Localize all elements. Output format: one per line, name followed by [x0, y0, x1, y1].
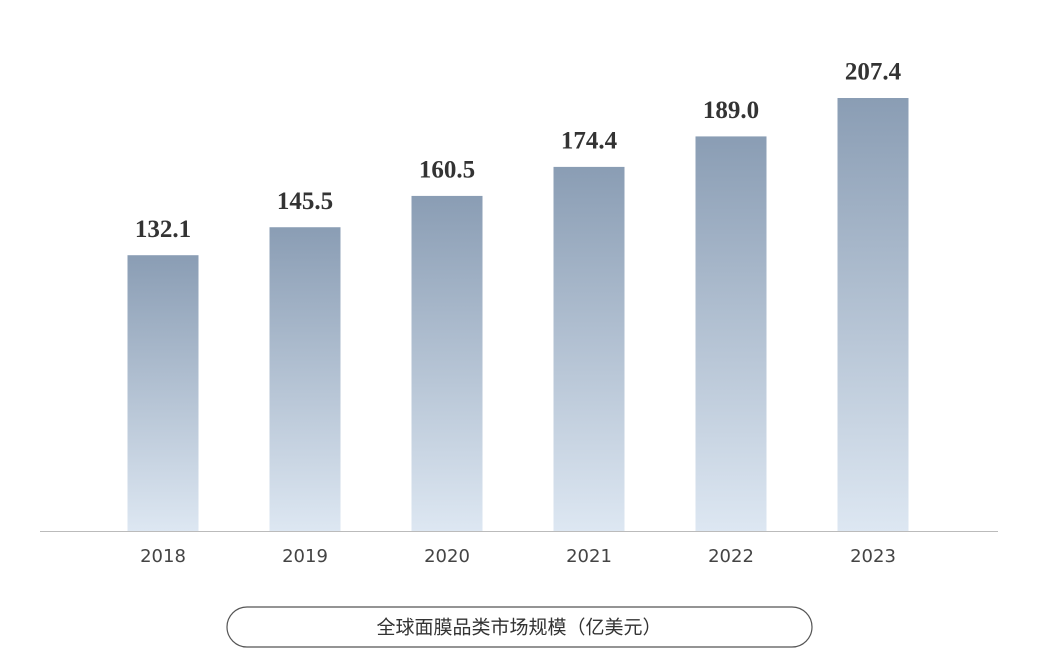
bar — [837, 98, 909, 531]
value-label: 189.0 — [703, 97, 759, 124]
bar — [127, 255, 199, 531]
x-tick-label: 2023 — [850, 546, 896, 567]
value-label: 132.1 — [135, 216, 191, 243]
bar — [695, 136, 767, 531]
value-label: 145.5 — [277, 188, 333, 215]
value-label: 207.4 — [845, 59, 902, 86]
bar — [269, 227, 341, 531]
value-label: 160.5 — [419, 157, 475, 184]
bar — [411, 195, 483, 531]
x-tick-label: 2020 — [424, 546, 470, 567]
x-tick-label: 2022 — [708, 546, 754, 567]
caption-box — [226, 606, 813, 648]
x-tick-label: 2021 — [566, 546, 612, 567]
bar — [553, 166, 625, 531]
x-tick-label: 2018 — [140, 546, 186, 567]
chart-title: 全球面膜品类市场规模（亿美元） — [376, 617, 661, 639]
x-tick-label: 2019 — [282, 546, 328, 567]
value-label: 174.4 — [561, 128, 618, 155]
